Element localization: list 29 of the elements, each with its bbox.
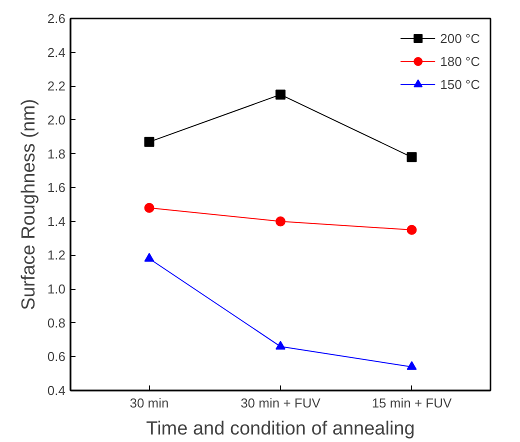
y-tick-label: 1.0 (47, 282, 66, 297)
legend-label: 150 °C (440, 76, 480, 92)
y-tick-label: 2.0 (47, 112, 66, 128)
point (276, 90, 286, 100)
legend-label: 200 °C (440, 30, 480, 46)
x-tick-label: 30 min + FUV (240, 396, 321, 410)
point (144, 252, 154, 262)
y-tick-label: 1.4 (47, 214, 66, 229)
y-tick-label: 1.2 (47, 248, 66, 263)
point (406, 361, 417, 370)
y-tick-label: 0.8 (47, 315, 66, 330)
point (276, 216, 286, 226)
point (406, 152, 417, 162)
point (406, 224, 417, 235)
point (144, 202, 154, 213)
y-tick-label: 2.6 (47, 11, 66, 26)
y-axis-title: Surface Roughness (nm) (18, 98, 40, 310)
point (144, 136, 154, 147)
y-tick-label: 2.2 (47, 78, 66, 94)
point (276, 340, 286, 350)
y-tick-label: 0.6 (47, 349, 66, 364)
legend-label: 180 °C (440, 54, 480, 68)
x-tick-label: 15 min + FUV (372, 396, 452, 410)
y-tick-label: 0.4 (47, 383, 66, 398)
y-tick-label: 1.8 (47, 146, 66, 162)
y-tick-label: 1.6 (47, 180, 66, 196)
x-tick-label: 30 min (130, 396, 169, 410)
y-tick-label: 2.4 (47, 44, 66, 60)
x-axis-title: Time and condition of annealing (146, 418, 415, 440)
